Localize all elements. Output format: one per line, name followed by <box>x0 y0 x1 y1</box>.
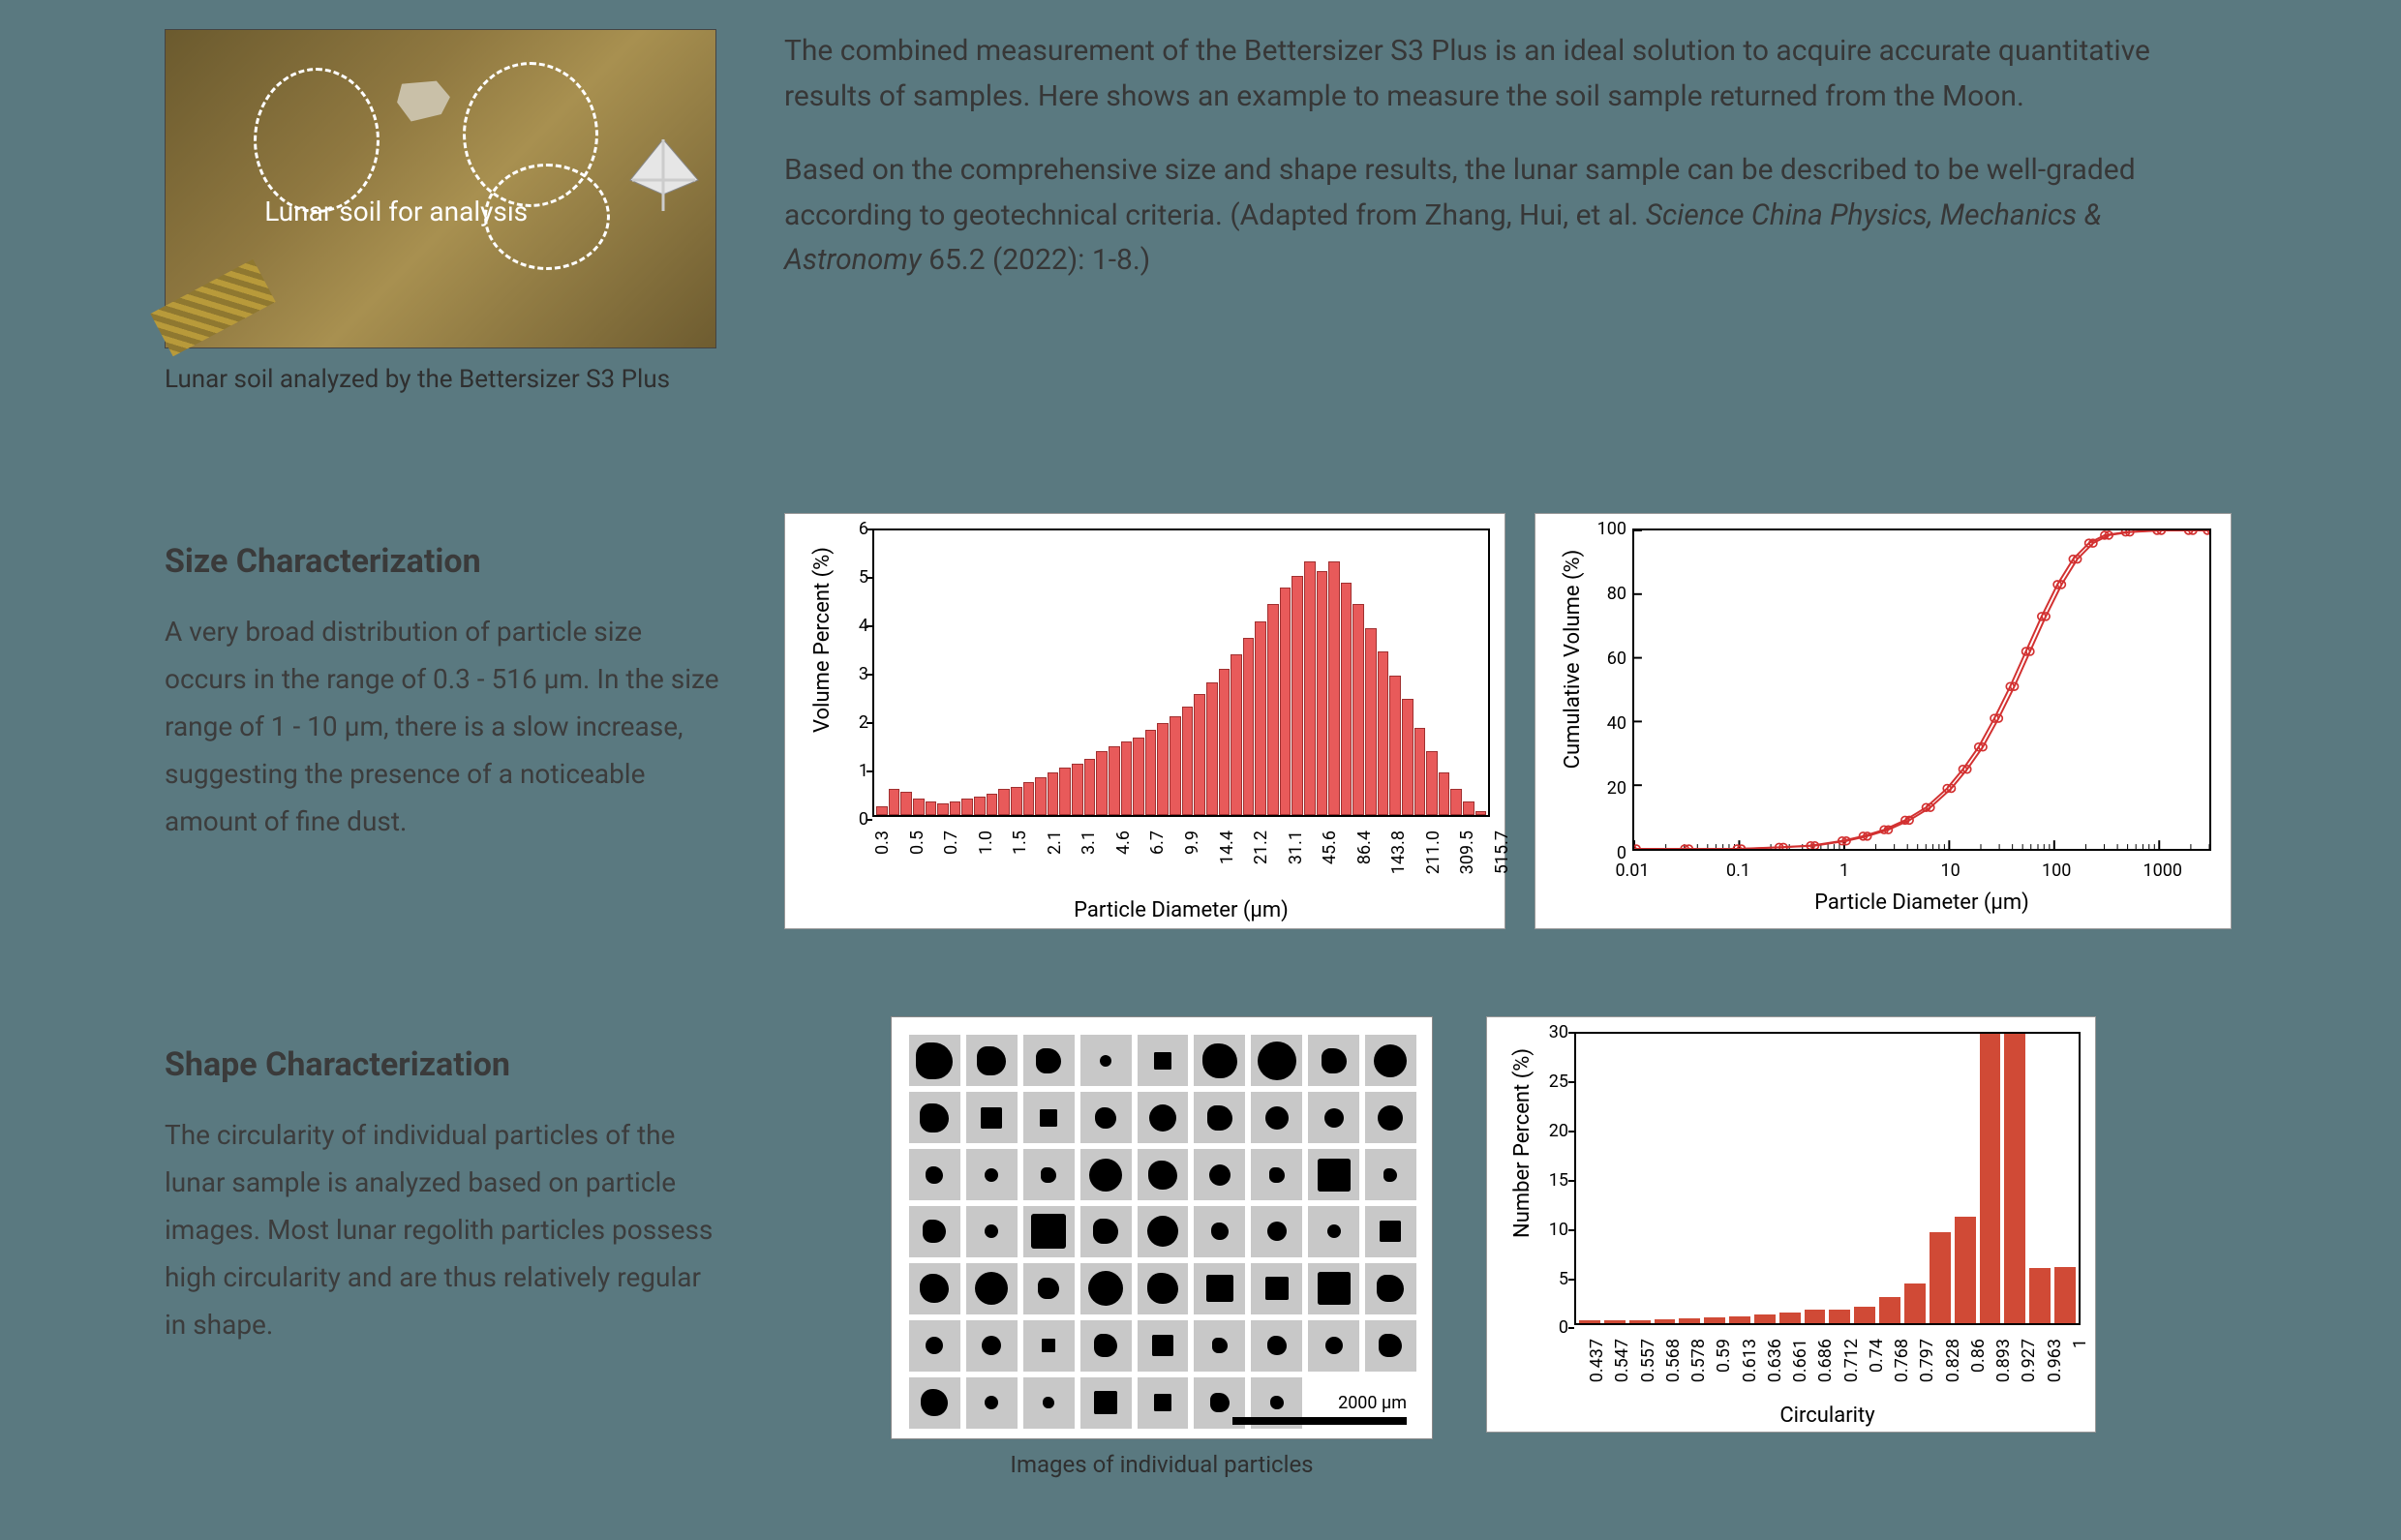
size-heading: Size Characterization <box>165 542 726 581</box>
shape-text: Shape Characterization The circularity o… <box>165 1016 745 1348</box>
intro-p2: Based on the comprehensive size and shap… <box>784 148 2236 284</box>
intro-p2-post: 65.2 (2022): 1-8.) <box>922 243 1151 277</box>
scale-bar <box>1232 1417 1407 1425</box>
cum-ylabel: Cumulative Volume (%) <box>1561 514 1585 804</box>
scale-bar-label: 2000 µm <box>1338 1393 1407 1413</box>
circularity-chart: Number Percent (%) Circularity 051015202… <box>1486 1016 2096 1433</box>
particle-images-panel: 2000 µm <box>891 1016 1433 1438</box>
lunar-image-caption: Lunar soil analyzed by the Bettersizer S… <box>165 362 716 397</box>
shape-section: Shape Characterization The circularity o… <box>165 1016 2236 1481</box>
size-body: A very broad distribution of particle si… <box>165 608 726 845</box>
lunar-soil-image: Lunar soil for analysis <box>165 29 716 348</box>
particle-images-block: 2000 µm Images of individual particles <box>891 1016 1433 1481</box>
size-text: Size Characterization A very broad distr… <box>165 513 745 845</box>
circ-xlabel: Circularity <box>1574 1404 2081 1428</box>
lunar-image-block: Lunar soil for analysis Lunar soil analy… <box>165 29 716 397</box>
hist-xlabel: Particle Diameter (µm) <box>872 898 1490 922</box>
shape-heading: Shape Characterization <box>165 1045 726 1084</box>
cum-xlabel: Particle Diameter (µm) <box>1632 891 2211 915</box>
volume-histogram-chart: Volume Percent (%) Particle Diameter (µm… <box>784 513 1505 929</box>
top-row: Lunar soil for analysis Lunar soil analy… <box>165 29 2236 397</box>
particle-caption: Images of individual particles <box>891 1449 1433 1482</box>
shape-charts: 2000 µm Images of individual particles N… <box>784 1016 2236 1481</box>
intro-text: The combined measurement of the Bettersi… <box>784 29 2236 397</box>
lunar-image-overlay-text: Lunar soil for analysis <box>264 196 528 227</box>
size-charts: Volume Percent (%) Particle Diameter (µm… <box>784 513 2236 929</box>
intro-p1: The combined measurement of the Bettersi… <box>784 29 2236 119</box>
cumulative-volume-chart: Cumulative Volume (%) Particle Diameter … <box>1535 513 2232 929</box>
hist-ylabel: Volume Percent (%) <box>810 514 835 766</box>
circ-ylabel: Number Percent (%) <box>1510 1017 1535 1269</box>
size-section: Size Characterization A very broad distr… <box>165 513 2236 929</box>
shape-body: The circularity of individual particles … <box>165 1111 726 1348</box>
